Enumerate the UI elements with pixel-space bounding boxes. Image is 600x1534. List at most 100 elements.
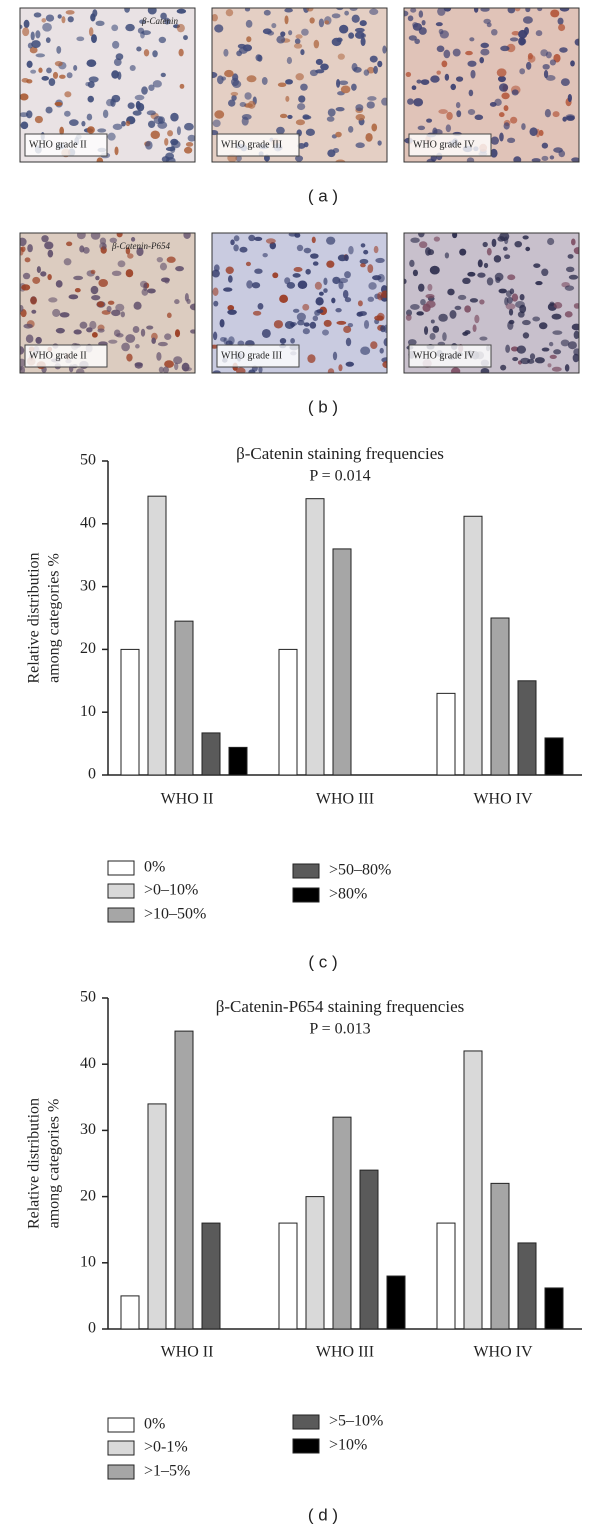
cell: [55, 327, 65, 334]
cell: [360, 263, 366, 268]
cell: [421, 19, 426, 26]
bar: [332, 1116, 352, 1330]
cell: [344, 254, 349, 262]
cell: [467, 60, 477, 67]
cell: [112, 123, 123, 131]
cell: [47, 274, 52, 281]
bar: [490, 1182, 510, 1330]
bar: [332, 548, 352, 776]
cell: [76, 233, 86, 240]
cell: [503, 236, 509, 245]
cell: [34, 115, 43, 124]
cell: [449, 310, 457, 319]
cell: [500, 364, 507, 371]
cell: [479, 56, 485, 64]
cell: [473, 8, 479, 13]
cell: [564, 364, 570, 372]
cell: [164, 333, 172, 341]
cell: [297, 280, 308, 290]
micrograph: WHO grade II β-Catenin-P654: [19, 232, 196, 374]
cell: [451, 367, 461, 373]
cell: [134, 362, 143, 367]
cell: [176, 126, 181, 136]
cell: [59, 312, 70, 318]
cell: [35, 30, 41, 39]
cell: [59, 126, 64, 136]
cell: [20, 358, 26, 367]
cell: [526, 61, 532, 70]
cell: [233, 235, 240, 242]
legend-label: >50–80%: [329, 862, 391, 879]
cell: [227, 309, 237, 315]
cell: [335, 131, 342, 138]
bar: [147, 1103, 167, 1330]
cell: [342, 289, 349, 299]
cell: [467, 271, 476, 277]
cell: [382, 361, 387, 369]
cell: [550, 9, 560, 18]
cell: [367, 264, 374, 274]
bar: [517, 1242, 537, 1330]
cell: [91, 34, 97, 44]
micrograph-border: [211, 232, 388, 374]
y-axis-label: among categories %: [46, 553, 63, 683]
cell: [510, 346, 519, 352]
cell: [26, 79, 33, 84]
cell: [374, 315, 384, 321]
cell: [370, 341, 378, 349]
legend-label: >10–50%: [144, 906, 206, 923]
cell: [315, 58, 323, 65]
cell: [212, 13, 218, 22]
cell: [213, 300, 219, 307]
cell: [95, 20, 105, 27]
cell: [404, 10, 409, 17]
cell: [295, 119, 306, 126]
cell: [404, 278, 407, 285]
cell: [115, 53, 124, 61]
cell: [510, 116, 518, 124]
cell: [323, 277, 328, 286]
cell: [286, 56, 293, 65]
cell: [295, 155, 304, 162]
legend-label: 0%: [144, 1416, 165, 1433]
cell: [410, 237, 420, 243]
cell: [176, 8, 187, 14]
cell: [430, 319, 435, 324]
cell: [369, 55, 378, 63]
cell: [245, 19, 253, 28]
cell: [426, 118, 433, 123]
cell: [214, 24, 224, 33]
cell: [141, 86, 148, 95]
cell: [326, 116, 335, 122]
y-tick-label: 0: [88, 1320, 96, 1337]
cell: [373, 245, 379, 254]
cell: [27, 42, 33, 49]
cell: [486, 277, 494, 286]
cell: [525, 246, 531, 252]
cell: [314, 281, 322, 290]
cell: [452, 233, 458, 239]
cell: [280, 31, 286, 37]
cell: [507, 274, 516, 281]
cell: [380, 325, 386, 333]
cell: [136, 46, 142, 52]
y-tick-label: 10: [80, 703, 96, 720]
cell: [125, 334, 136, 343]
cell: [141, 288, 149, 296]
cell: [54, 101, 63, 107]
cell: [345, 361, 355, 367]
cell: [567, 254, 574, 259]
cell: [496, 68, 507, 77]
cell: [111, 70, 120, 79]
cell: [76, 36, 85, 42]
cell: [56, 46, 62, 54]
cell: [73, 329, 82, 335]
cell: [571, 157, 579, 162]
cell: [228, 99, 236, 107]
cell: [512, 357, 519, 362]
cell: [537, 8, 543, 12]
cell: [516, 345, 527, 354]
cell: [212, 287, 219, 297]
y-tick-label: 30: [80, 1121, 96, 1138]
x-tick-label: WHO II: [161, 791, 214, 808]
